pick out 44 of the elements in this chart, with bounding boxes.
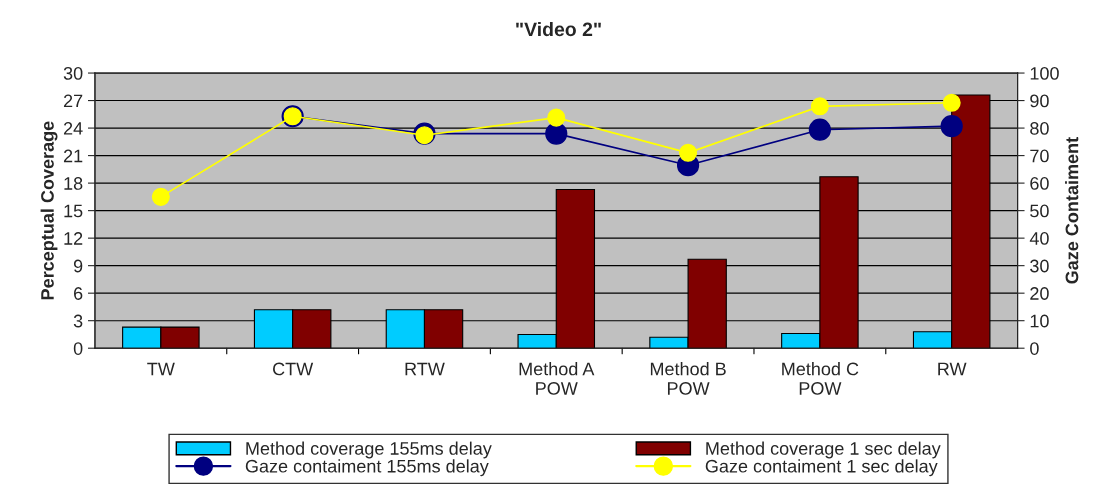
y2-tick-label: 40 — [1029, 232, 1049, 245]
y-tick-label: 9 — [73, 259, 83, 273]
y-tick-label: 3 — [73, 314, 83, 328]
x-tick-label: Method A POW — [519, 362, 595, 395]
y-tick-label: 27 — [63, 94, 83, 108]
point — [151, 187, 170, 206]
point — [940, 115, 963, 138]
legend-label: Gaze contaiment 155ms delay — [245, 459, 489, 477]
point — [808, 118, 831, 141]
point — [545, 122, 568, 145]
y-tick-label: 15 — [64, 204, 83, 218]
y2-tick-label: 100 — [1030, 66, 1059, 80]
y-tick-label: 21 — [63, 149, 83, 163]
x-tick-label: TW — [147, 362, 175, 376]
y2-axis-title: Gaze Contaiment — [1065, 137, 1079, 284]
y2-tick-label: 80 — [1030, 122, 1049, 135]
y-tick-label: 0 — [73, 342, 83, 355]
y2-tick-label: 70 — [1030, 149, 1049, 163]
legend-label: Method coverage 155ms delay — [246, 441, 492, 459]
x-tick-label: Method B POW — [650, 362, 726, 395]
y-tick-label: 24 — [63, 122, 83, 135]
x-tick-label: Method C POW — [782, 362, 859, 395]
x-tick-label: CTW — [273, 362, 314, 376]
y2-tick-label: 20 — [1030, 287, 1049, 300]
point — [810, 97, 829, 116]
y-tick-label: 18 — [64, 177, 83, 190]
y2-tick-label: 0 — [1030, 342, 1039, 355]
y2-tick-label: 10 — [1030, 314, 1049, 328]
point — [679, 143, 698, 162]
x-tick-label: RW — [938, 362, 967, 376]
legend-label: Method coverage 1 sec delay — [706, 441, 941, 459]
y-tick-label: 30 — [63, 66, 83, 80]
x-tick-label: RTW — [405, 362, 445, 376]
y2-tick-label: 90 — [1030, 94, 1049, 108]
legend-label: Gaze contaiment 1 sec delay — [705, 459, 938, 477]
y2-tick-label: 50 — [1030, 204, 1049, 218]
point — [547, 108, 566, 127]
chart-title: "Video 2" — [516, 21, 601, 37]
y-tick-label: 12 — [64, 232, 83, 245]
y2-tick-label: 30 — [1030, 259, 1049, 273]
y-axis-title: Perceptual Coverage — [40, 121, 58, 300]
point — [942, 93, 961, 112]
y2-tick-label: 60 — [1030, 177, 1049, 190]
y-tick-label: 6 — [74, 287, 83, 300]
